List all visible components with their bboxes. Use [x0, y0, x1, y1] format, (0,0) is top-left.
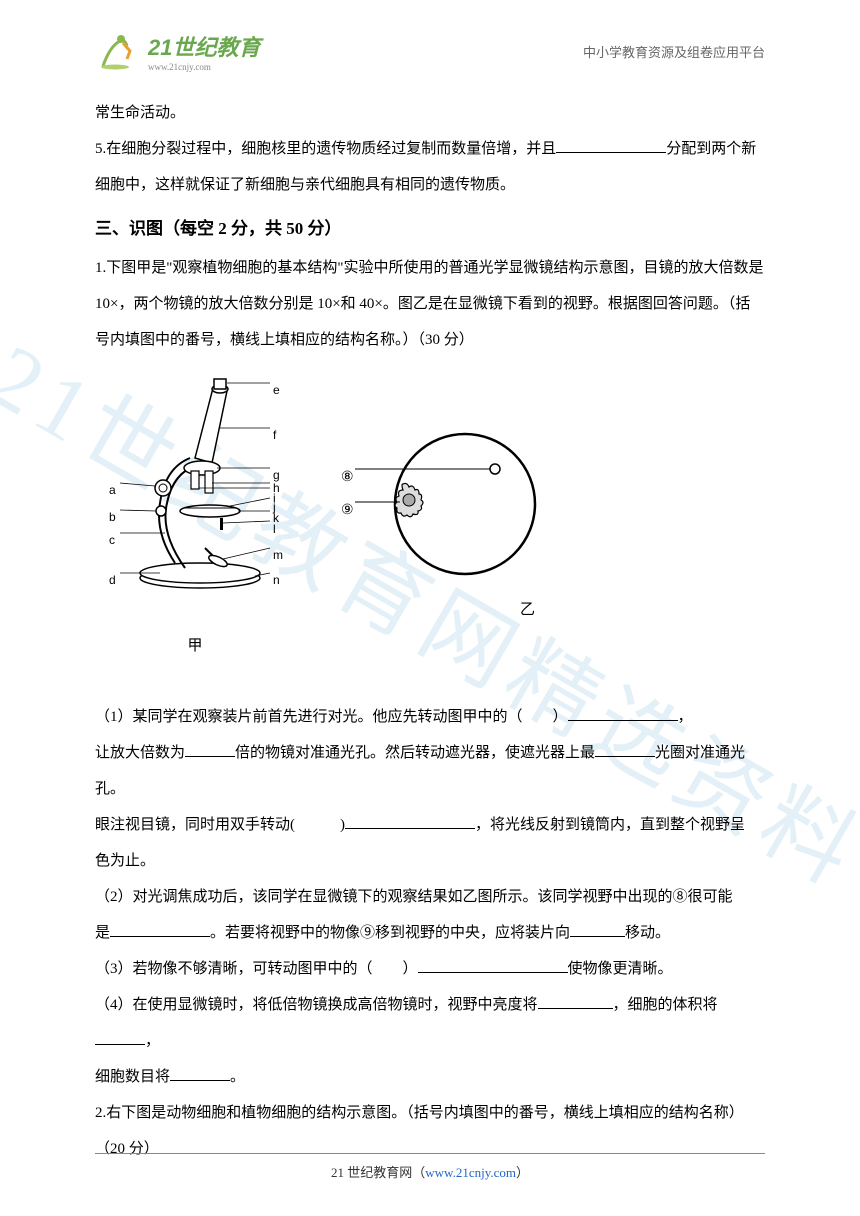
q1-1b: 让放大倍数为倍的物镜对准通光孔。然后转动遮光器，使遮光器上最光圈对准通光孔。 — [95, 735, 765, 807]
figure-yi-label: 乙 — [345, 592, 545, 628]
blank — [568, 704, 678, 721]
logo-url: www.21cnjy.com — [148, 62, 260, 72]
blank — [570, 920, 625, 937]
q1-4-pre: （4）在使用显微镜时，将低倍物镜换成高倍物镜时，视野中亮度将 — [95, 997, 538, 1013]
blank — [538, 992, 613, 1009]
q5-text: 5.在细胞分裂过程中，细胞核里的遗传物质经过复制而数量倍增，并且 — [95, 141, 556, 157]
footer-url: www.21cnjy.com — [425, 1165, 516, 1180]
header-platform-text: 中小学教育资源及组卷应用平台 — [583, 42, 765, 61]
figure-jia-label: 甲 — [105, 628, 285, 664]
label-9: ⑨ — [341, 493, 354, 527]
q1-2b: 是 。若要将视野中的物像⑨移到视野的中央，应将装片向 移动。 — [95, 915, 765, 951]
q1-4a: （4）在使用显微镜时，将低倍物镜换成高倍物镜时，视野中亮度将 ，细胞的体积将 ， — [95, 987, 765, 1059]
q1-3: （3）若物像不够清晰，可转动图甲中的（ ） 使物像更清晰。 — [95, 951, 765, 987]
footer-text: 21 世纪教育网（www.21cnjy.com） — [0, 1162, 860, 1181]
q1-2a: （2）对光调焦成功后，该同学在显微镜下的观察结果如乙图所示。该同学视野中出现的⑧… — [95, 879, 765, 915]
label-l: l — [273, 515, 276, 544]
label-a: a — [109, 476, 116, 505]
q1-1a-text: （1）某同学在观察装片前首先进行对光。他应先转动图甲中的（ ） — [95, 709, 568, 725]
footer-pre: 21 世纪教育网（ — [331, 1165, 425, 1180]
q1-1b-pre: 让放大倍数为 — [95, 745, 185, 761]
page-footer: 21 世纪教育网（www.21cnjy.com） — [0, 1153, 860, 1181]
blank — [345, 812, 475, 829]
q1-2b-mid: 。若要将视野中的物像⑨移到视野的中央，应将装片向 — [210, 925, 570, 941]
section-3-title: 三、识图（每空 2 分，共 50 分） — [95, 209, 765, 250]
question-5: 5.在细胞分裂过程中，细胞核里的遗传物质经过复制而数量倍增，并且分配到两个新细胞… — [95, 131, 765, 203]
q1-2b-pre: 是 — [95, 925, 110, 941]
label-f: f — [273, 421, 276, 450]
q1-intro: 1.下图甲是"观察植物细胞的基本结构"实验中所使用的普通光学显微镜结构示意图，目… — [95, 250, 765, 358]
microscope-diagram: a b c d e f g h i j k l m n — [105, 373, 285, 593]
logo-area: 21世纪教育 www.21cnjy.com — [95, 30, 260, 72]
figure-yi: ⑧ ⑨ 乙 — [345, 409, 545, 628]
blank — [595, 740, 655, 757]
blank — [170, 1064, 230, 1081]
label-c: c — [109, 526, 115, 555]
q1-4-after: ， — [145, 1033, 160, 1049]
q1-4-mid: ，细胞的体积将 — [613, 997, 718, 1013]
logo-icon — [95, 31, 140, 71]
blank — [95, 1028, 145, 1045]
q1-1a-after: ， — [678, 709, 693, 725]
q1-3-text: （3）若物像不够清晰，可转动图甲中的（ ） — [95, 961, 418, 977]
page-header: 21世纪教育 www.21cnjy.com 中小学教育资源及组卷应用平台 — [0, 0, 860, 80]
footer-divider — [95, 1153, 765, 1154]
figure-jia: a b c d e f g h i j k l m n 甲 — [105, 373, 285, 664]
logo-title: 21世纪教育 — [148, 35, 260, 60]
document-content: 常生命活动。 5.在细胞分裂过程中，细胞核里的遗传物质经过复制而数量倍增，并且分… — [0, 80, 860, 1187]
q1-4b: 细胞数目将 。 — [95, 1059, 765, 1095]
continued-line: 常生命活动。 — [95, 95, 765, 131]
label-d: d — [109, 566, 116, 595]
q1-3-after: 使物像更清晰。 — [568, 961, 673, 977]
q1-4b-after: 。 — [230, 1069, 245, 1085]
q1-4b-pre: 细胞数目将 — [95, 1069, 170, 1085]
footer-post: ） — [516, 1165, 529, 1180]
q1-2b-after: 移动。 — [625, 925, 670, 941]
logo-text: 21世纪教育 www.21cnjy.com — [148, 30, 260, 72]
blank — [418, 956, 568, 973]
q1-1d: 色为止。 — [95, 843, 765, 879]
q1-1b-mid: 倍的物镜对准通光孔。然后转动遮光器，使遮光器上最 — [235, 745, 595, 761]
blank — [556, 137, 666, 154]
label-e: e — [273, 376, 280, 405]
blank — [110, 920, 210, 937]
label-n: n — [273, 566, 280, 595]
cell-view-diagram: ⑧ ⑨ — [345, 424, 545, 584]
q1-1c-pre: 眼注视目镜，同时用双手转动( ) — [95, 817, 345, 833]
q1-1c: 眼注视目镜，同时用双手转动( ) ，将光线反射到镜筒内，直到整个视野呈 — [95, 807, 765, 843]
figures-row: a b c d e f g h i j k l m n 甲 — [105, 373, 765, 664]
blank — [185, 740, 235, 757]
label-8: ⑧ — [341, 460, 354, 494]
q1-1a: （1）某同学在观察装片前首先进行对光。他应先转动图甲中的（ ） ， — [95, 699, 765, 735]
q1-1c-after: ，将光线反射到镜筒内，直到整个视野呈 — [475, 817, 745, 833]
